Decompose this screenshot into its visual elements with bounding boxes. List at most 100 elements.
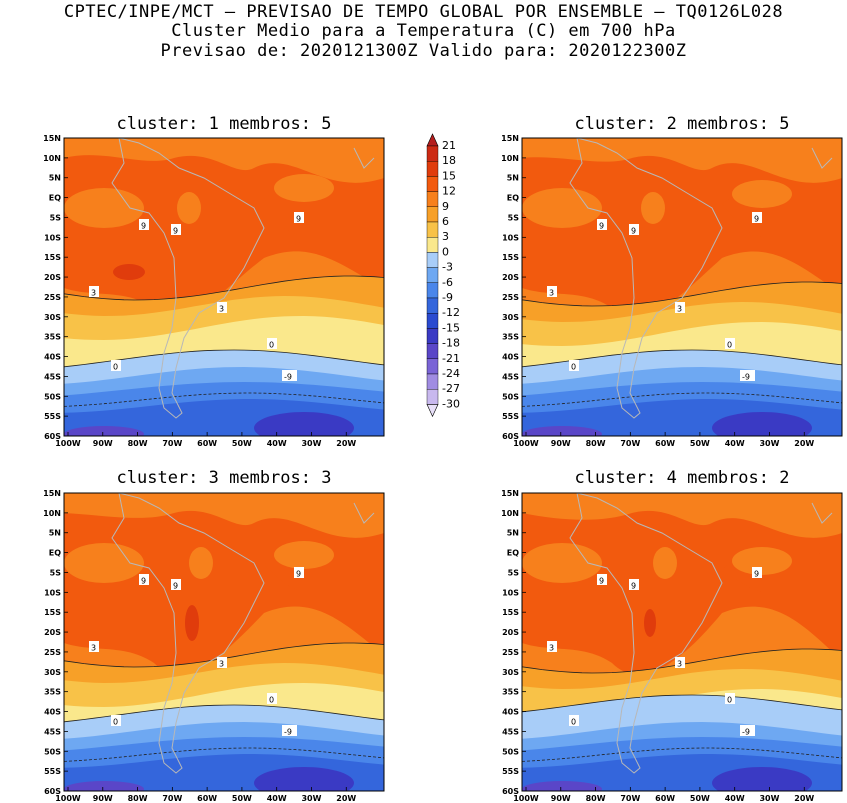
lat-tick-label: 55S [502, 767, 519, 776]
lon-tick-label: 20W [336, 794, 356, 803]
lat-tick-label: 15N [43, 489, 61, 498]
lat-tick-label: 15N [43, 134, 61, 143]
lon-tick-label: 30W [301, 794, 321, 803]
contour-label: 9 [599, 222, 604, 231]
lat-tick-label: 35S [44, 333, 61, 342]
lat-tick-label: 30S [44, 668, 61, 677]
lat-tick-label: 15N [501, 134, 519, 143]
lat-tick-label: 45S [44, 372, 61, 381]
contour-label: 9 [173, 582, 178, 591]
lon-tick-label: 20W [794, 439, 814, 448]
lon-tick-label: 70W [620, 794, 640, 803]
contour-label: 9 [631, 227, 636, 236]
lat-tick-label: 40S [44, 708, 61, 717]
lat-tick-label: 30S [44, 313, 61, 322]
panel-title-3: cluster: 3 membros: 3 [116, 468, 332, 488]
contour-label: 0 [269, 696, 274, 705]
colorbar-label: -24 [442, 367, 460, 380]
lon-tick-label: 100W [55, 794, 81, 803]
header-line-3: Previsao de: 2020121300Z Valido para: 20… [160, 41, 687, 61]
lat-tick-label: 5N [49, 529, 61, 538]
lat-tick-label: 10S [44, 588, 61, 597]
contour-label: 0 [727, 341, 732, 350]
lon-tick-label: 80W [586, 794, 606, 803]
contour-label: 3 [549, 644, 554, 653]
lat-tick-label: 10N [43, 154, 61, 163]
contour-label: 0 [727, 696, 732, 705]
lat-tick-label: 40S [502, 708, 519, 717]
lat-tick-label: 20S [44, 273, 61, 282]
colorbar-label: -12 [442, 306, 460, 319]
contour-label: 3 [91, 289, 96, 298]
map-panel-2: 9 9 9 3 3 0 0 -9 15N 10N 5N EQ 5S 10S 15S 20S 25S 30S 35S 4… [501, 134, 843, 448]
colorbar-label: 21 [442, 139, 456, 152]
contour-label: 3 [677, 660, 682, 669]
lat-tick-label: 5S [50, 568, 62, 577]
lon-tick-label: 40W [267, 794, 287, 803]
contour-label: 9 [631, 582, 636, 591]
lat-tick-label: 50S [44, 747, 61, 756]
lat-tick-label: 5N [507, 529, 519, 538]
header-line-1: CPTEC/INPE/MCT – PREVISAO DE TEMPO GLOBA… [63, 2, 784, 22]
lat-tick-label: 15S [502, 253, 519, 262]
lat-tick-label: 20S [44, 628, 61, 637]
contour-label: 9 [599, 577, 604, 586]
lat-tick-label: 50S [502, 747, 519, 756]
panel-title-1: cluster: 1 membros: 5 [116, 114, 332, 134]
colorbar-label: -18 [442, 337, 460, 350]
lat-tick-label: 60S [44, 787, 61, 796]
lat-tick-label: 5S [508, 568, 520, 577]
colorbar-label: 6 [442, 215, 449, 228]
lat-tick-label: 45S [44, 727, 61, 736]
contour-label: -9 [742, 728, 750, 737]
contour-label: -9 [284, 373, 292, 382]
contour-label: 9 [296, 570, 301, 579]
lat-tick-label: 35S [502, 688, 519, 697]
colorbar-label: -6 [442, 276, 453, 289]
lat-tick-label: 10N [501, 509, 519, 518]
lat-tick-label: 15S [502, 608, 519, 617]
temperature-colorbar: 21 18 15 12 9 6 3 0 -3 -6 -9 -12 -15 -18 -21 -24 -27 -30 [426, 133, 460, 418]
lon-tick-label: 60W [197, 439, 217, 448]
lon-tick-label: 80W [128, 794, 148, 803]
map-panel-3: 9 9 9 3 3 0 0 -9 15N 10N 5N EQ 5S 10S 15S 20S 25S 30S 35S 4… [43, 489, 385, 803]
lon-tick-label: 90W [93, 794, 113, 803]
lat-tick-label: 25S [502, 648, 519, 657]
lat-tick-label: 40S [502, 353, 519, 362]
lat-tick-label: 10N [501, 154, 519, 163]
contour-label: 9 [141, 222, 146, 231]
lat-tick-label: 60S [44, 432, 61, 441]
lat-tick-label: EQ [49, 549, 61, 558]
colorbar-label: -15 [442, 321, 460, 334]
lat-tick-label: 15N [501, 489, 519, 498]
lon-tick-label: 80W [586, 439, 606, 448]
lon-tick-label: 50W [232, 794, 252, 803]
contour-label: 9 [754, 570, 759, 579]
lon-tick-label: 20W [336, 439, 356, 448]
lat-tick-label: 5N [507, 174, 519, 183]
lon-tick-label: 20W [794, 794, 814, 803]
lat-tick-label: 50S [502, 392, 519, 401]
lon-tick-label: 80W [128, 439, 148, 448]
lat-tick-label: 5S [508, 213, 520, 222]
lon-tick-label: 90W [551, 439, 571, 448]
lat-tick-label: 45S [502, 727, 519, 736]
contour-label: 9 [173, 227, 178, 236]
lon-tick-label: 40W [725, 794, 745, 803]
colorbar-label: 15 [442, 169, 456, 182]
lat-tick-label: EQ [49, 194, 61, 203]
contour-label: 9 [754, 215, 759, 224]
contour-label: 9 [141, 577, 146, 586]
lon-tick-label: 90W [551, 794, 571, 803]
contour-label: 0 [113, 363, 118, 372]
lat-tick-label: 60S [502, 432, 519, 441]
lon-tick-label: 100W [513, 439, 539, 448]
lon-tick-label: 60W [197, 794, 217, 803]
colorbar-label: -9 [442, 291, 453, 304]
colorbar-label: 18 [442, 154, 456, 167]
contour-label: 3 [219, 660, 224, 669]
colorbar-label: 12 [442, 185, 456, 198]
lat-tick-label: 55S [502, 412, 519, 421]
map-panel-4: 9 9 9 3 3 0 0 -9 15N 10N 5N EQ 5S 10S 15S 20S 25S 30S 35S 4… [501, 489, 843, 803]
